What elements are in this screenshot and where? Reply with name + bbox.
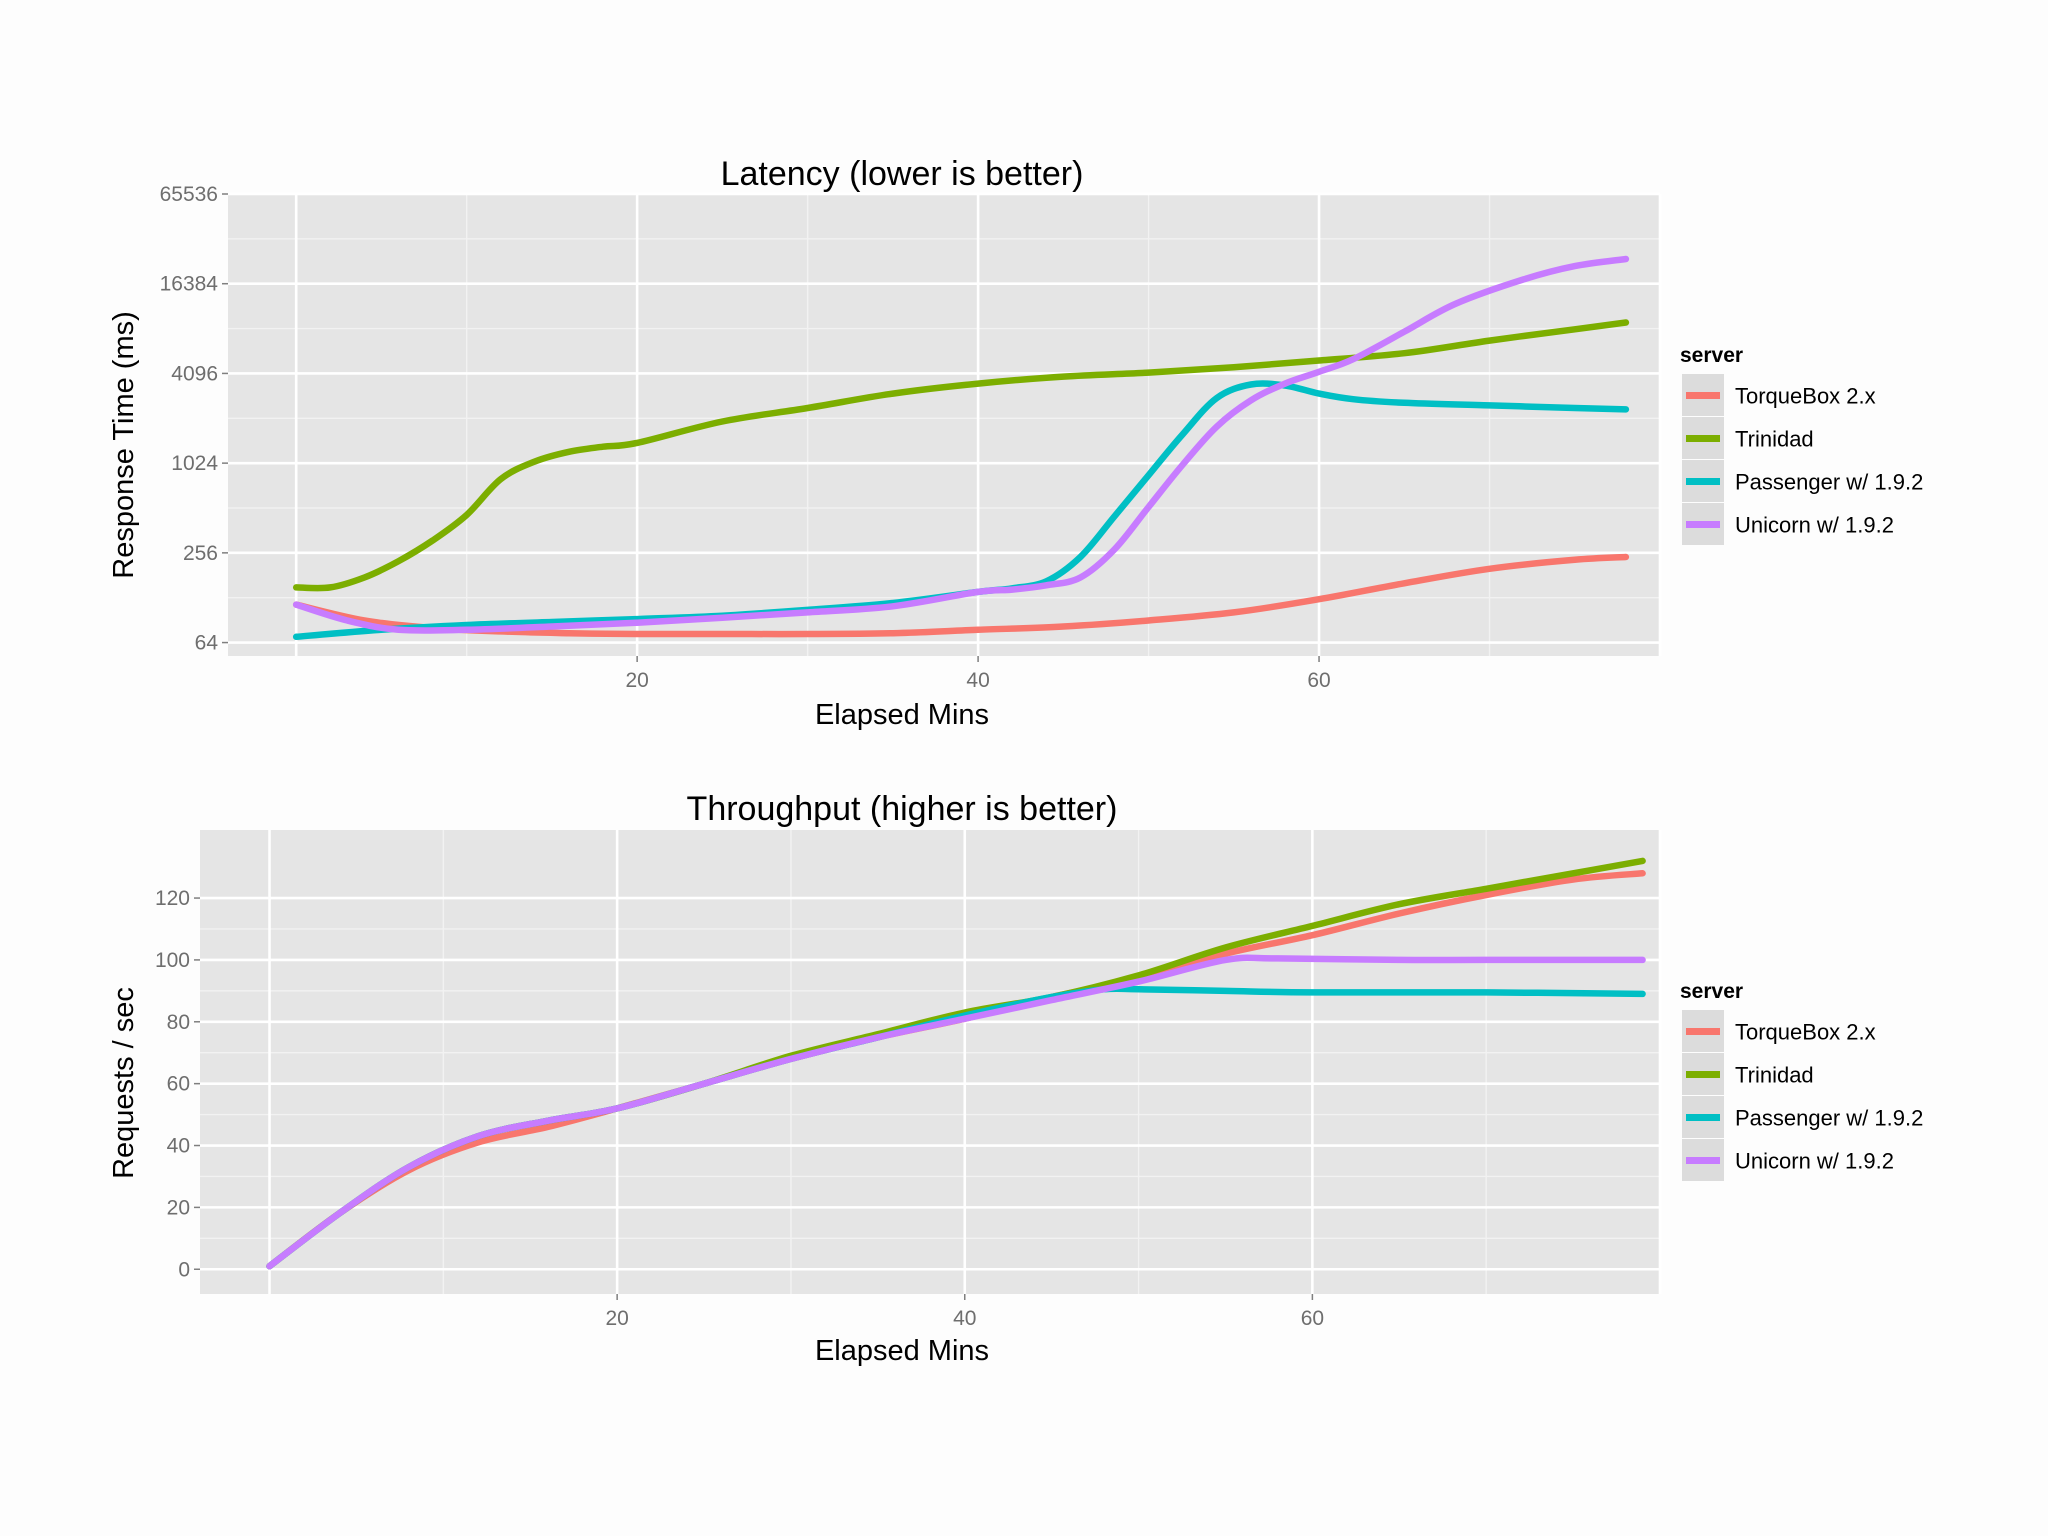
- latency-x-tick-label: 60: [1307, 669, 1330, 692]
- throughput-x-tick-label: 20: [605, 1307, 628, 1330]
- latency-y-tick-label: 256: [183, 542, 218, 565]
- throughput-y-axis: 0 20 40 60 80 100 120: [155, 887, 200, 1281]
- latency-y-tick-label: 4096: [171, 362, 218, 385]
- throughput-x-tick-label: 40: [953, 1307, 976, 1330]
- throughput-legend-label-3: Unicorn w/ 1.9.2: [1735, 1149, 1894, 1174]
- latency-legend-title: server: [1680, 344, 1743, 367]
- throughput-legend: server TorqueBox 2.x Trinidad Passenger w/…: [1680, 980, 1923, 1181]
- latency-legend-label-1: Trinidad: [1735, 427, 1814, 452]
- latency-plot-panel: [228, 192, 1662, 656]
- throughput-chart: Throughput (higher is better) 20 40 60 0 20…: [108, 790, 1923, 1367]
- latency-y-axis-title: Response Time (ms): [108, 311, 140, 579]
- throughput-y-tick-label: 120: [155, 887, 190, 910]
- latency-y-axis: 64 256 1024 4096 16384 65536: [160, 183, 228, 655]
- throughput-legend-label-2: Passenger w/ 1.9.2: [1735, 1106, 1923, 1131]
- latency-legend-label-2: Passenger w/ 1.9.2: [1735, 470, 1923, 495]
- latency-y-tick-label: 65536: [160, 183, 218, 206]
- latency-x-axis: 20 40 60: [625, 656, 1331, 692]
- throughput-legend-label-1: Trinidad: [1735, 1063, 1814, 1088]
- latency-chart-title: Latency (lower is better): [721, 155, 1084, 193]
- throughput-y-tick-label: 0: [178, 1258, 190, 1281]
- throughput-y-tick-label: 40: [167, 1135, 190, 1158]
- throughput-series-lines: [266, 857, 1646, 1270]
- throughput-y-tick-label: 60: [167, 1073, 190, 1096]
- latency-legend-label-0: TorqueBox 2.x: [1735, 384, 1876, 409]
- latency-panel-background: [228, 194, 1660, 656]
- latency-x-axis-title: Elapsed Mins: [815, 699, 989, 731]
- latency-y-tick-label: 64: [195, 632, 219, 655]
- throughput-y-axis-title: Requests / sec: [108, 987, 140, 1179]
- throughput-y-tick-label: 20: [167, 1196, 190, 1219]
- throughput-x-axis-title: Elapsed Mins: [815, 1335, 989, 1367]
- latency-legend-label-3: Unicorn w/ 1.9.2: [1735, 513, 1894, 538]
- latency-series-lines: [292, 255, 1630, 641]
- latency-y-tick-label: 16384: [160, 273, 219, 296]
- throughput-y-tick-label: 100: [155, 949, 190, 972]
- latency-chart: Latency (lower is better) 20 40 60 64 256 10…: [108, 155, 1923, 731]
- latency-legend: server TorqueBox 2.x Trinidad Passenger w/…: [1680, 344, 1923, 545]
- latency-x-tick-label: 40: [966, 669, 989, 692]
- throughput-chart-title: Throughput (higher is better): [687, 790, 1118, 828]
- throughput-y-tick-label: 80: [167, 1011, 190, 1034]
- latency-x-tick-label: 20: [625, 669, 648, 692]
- throughput-legend-label-0: TorqueBox 2.x: [1735, 1020, 1876, 1045]
- latency-series-line-2: [292, 380, 1630, 641]
- throughput-x-axis: 20 40 60: [605, 1294, 1324, 1330]
- latency-series-line-3: [292, 255, 1630, 634]
- latency-y-tick-label: 1024: [171, 452, 218, 475]
- throughput-x-tick-label: 60: [1301, 1307, 1324, 1330]
- throughput-series-line-3: [266, 954, 1646, 1270]
- throughput-legend-title: server: [1680, 980, 1743, 1003]
